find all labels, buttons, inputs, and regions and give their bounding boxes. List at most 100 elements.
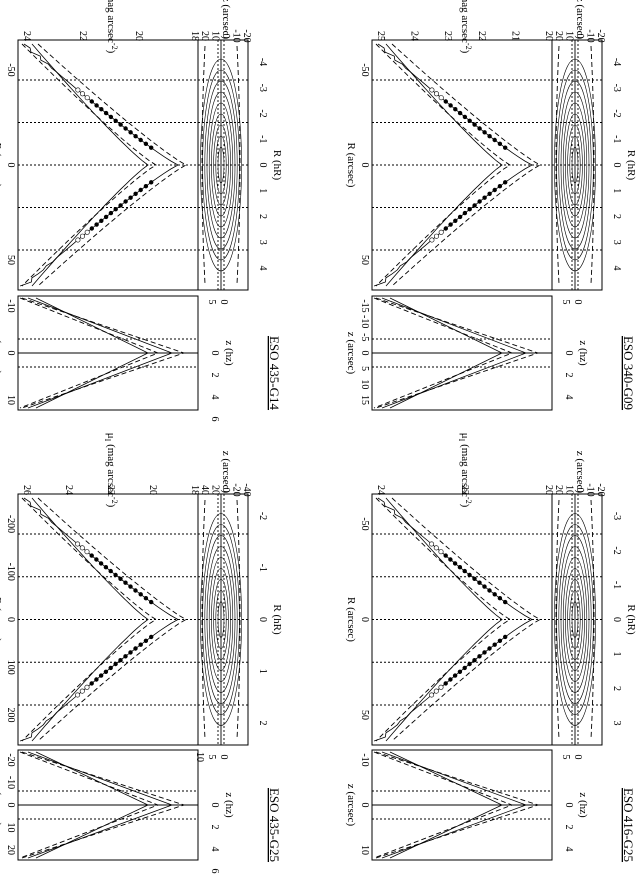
profile-point: [108, 665, 113, 671]
profile-point: [138, 642, 143, 647]
contour-isophote: [204, 535, 238, 704]
contour-isophote: [562, 557, 588, 682]
profile-model: [37, 497, 187, 742]
vertical-z-tick: 0: [359, 351, 370, 356]
profile-point: [438, 684, 444, 690]
vertical-profile-data-2: [389, 297, 503, 409]
vertical-profile-data-2: [35, 751, 149, 859]
rhr-label: R (hR): [271, 604, 283, 635]
profile-point: [133, 588, 138, 593]
profile-point: [482, 130, 487, 135]
contour-isophote: [558, 535, 592, 704]
mu-units-close: ): [459, 504, 471, 508]
profile-point: [457, 669, 463, 674]
profile-point: [433, 545, 439, 551]
galaxy-title: ESO 435-G14: [267, 336, 282, 411]
vertical-z-label: z (arcsec): [345, 332, 357, 375]
vertical-profile-model-2: [19, 297, 160, 409]
profile-point: [429, 237, 435, 243]
vertical-profile-model: [21, 751, 186, 859]
profile-point: [123, 199, 128, 204]
rhr-tick: 3: [611, 721, 622, 726]
r-tick: -50: [359, 517, 370, 530]
r-tick: -50: [5, 63, 16, 76]
rhr-tick: 2: [257, 721, 268, 726]
vertical-z-tick: -10: [5, 299, 16, 312]
profile-point: [98, 561, 104, 566]
mu-axis-label: μI (mag arcsec-2): [103, 0, 119, 54]
r-axis-label: R (arcsec): [345, 143, 357, 188]
rhr-tick: -2: [257, 109, 268, 117]
vertical-z-label: z (arcsec): [345, 784, 357, 827]
vertical-z-tick: 20: [5, 845, 16, 855]
profile-point: [113, 572, 118, 578]
profile-point: [462, 114, 468, 120]
contour-envelope: [590, 499, 595, 740]
profile-point: [487, 191, 492, 196]
vertical-profile-model-2: [19, 751, 160, 859]
profile-point: [143, 141, 149, 146]
profile-point: [84, 549, 90, 555]
profile-point: [429, 541, 435, 547]
profile-point: [462, 665, 467, 671]
profile-point: [133, 134, 138, 139]
profile-point: [438, 229, 444, 235]
contour-z-tick: -10: [585, 483, 596, 496]
contour-hz-tick: 5: [560, 300, 571, 305]
profile-point: [492, 592, 497, 597]
profile-point: [89, 226, 95, 231]
contour-z-tick: 20: [553, 31, 564, 41]
profile-point: [128, 195, 133, 200]
mu-exponent: -2: [110, 497, 119, 504]
vertical-z-tick: 10: [5, 823, 16, 833]
profile-point: [98, 673, 104, 678]
vertical-z-tick: 10: [359, 845, 370, 855]
profile-point: [429, 692, 435, 698]
rhr-label: R (hR): [625, 604, 637, 635]
profile-point: [118, 658, 123, 663]
mu-tick: 26: [21, 485, 32, 495]
contour-z-tick: -40: [241, 483, 252, 496]
mu-units-close: ): [105, 504, 117, 508]
rhr-tick: -3: [611, 84, 622, 92]
mu-tick: 22: [77, 31, 88, 41]
vertical-hz-tick: 4: [209, 395, 220, 400]
profile-point: [80, 91, 86, 97]
vertical-hz-tick: 4: [209, 847, 220, 852]
profile-point: [123, 126, 128, 131]
contour-isophote: [208, 557, 234, 682]
r-tick: 50: [5, 255, 16, 265]
profile-point: [133, 646, 138, 651]
mu-exponent: -2: [464, 43, 473, 50]
mu-tick: 22: [105, 485, 116, 495]
vertical-hz-tick: 2: [209, 373, 220, 378]
r-tick: -100: [5, 563, 16, 581]
mu-tick: 24: [375, 485, 386, 495]
vertical-hz-tick: 4: [563, 395, 574, 400]
mu-tick: 24: [409, 31, 420, 41]
rhr-tick: 1: [257, 669, 268, 674]
vertical-hz-tick: 2: [563, 373, 574, 378]
r-tick: -200: [5, 515, 16, 533]
r-axis-label: R (arcsec): [0, 143, 3, 188]
contour-z-label: z (arcsec): [220, 0, 232, 40]
mu-exponent: -2: [464, 497, 473, 504]
mu-tick: 18: [189, 31, 200, 41]
profile-point: [84, 95, 90, 101]
profile-point: [75, 692, 81, 698]
contour-z-tick: 40: [199, 485, 210, 495]
contour-z-tick: -20: [241, 29, 252, 42]
profile-point: [149, 180, 154, 185]
vertical-hz-tick: 2: [563, 825, 574, 830]
contour-z-tick: 0: [574, 34, 585, 39]
profile-point: [433, 688, 439, 694]
vertical-hz-label: z (hz): [577, 340, 589, 366]
contour-isophote: [554, 513, 596, 726]
r-tick: 0: [359, 617, 370, 622]
rhr-tick: -4: [257, 58, 268, 66]
contour-hz-tick: 0: [218, 755, 229, 760]
profile-point: [108, 568, 113, 574]
profile-offset: [385, 497, 503, 742]
